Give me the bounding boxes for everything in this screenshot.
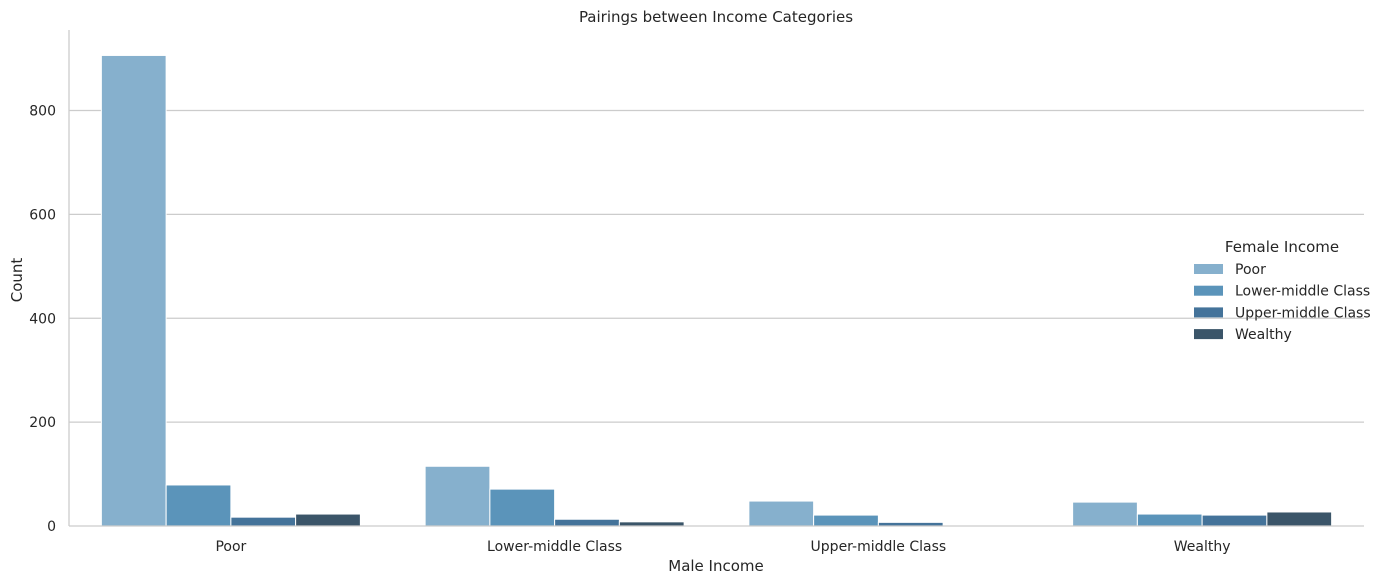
legend-label: Lower-middle Class (1235, 284, 1370, 300)
bar (748, 500, 815, 527)
x-ticks: Poor Lower-middle Class Upper-middle Class… (215, 539, 1230, 555)
bar (424, 465, 491, 527)
y-tick-label: 0 (47, 519, 56, 535)
bar (230, 516, 297, 527)
x-tick-label: Poor (215, 539, 246, 555)
y-tick-label: 200 (29, 415, 56, 431)
bar (489, 488, 556, 527)
bar (165, 484, 232, 527)
bar (813, 514, 879, 527)
bars (100, 54, 1333, 527)
y-ticks: 0 200 400 600 800 (29, 104, 56, 535)
bar (1136, 513, 1203, 527)
bar (1072, 501, 1138, 527)
bar (1266, 511, 1333, 527)
y-axis-label: Count (8, 258, 26, 303)
x-tick-label: Upper-middle Class (811, 539, 947, 555)
axes (68, 30, 1364, 527)
legend-swatch (1194, 285, 1223, 296)
legend-swatch (1194, 307, 1223, 318)
chart-title: Pairings between Income Categories (579, 8, 853, 26)
legend-label: Upper-middle Class (1235, 305, 1371, 321)
y-tick-label: 400 (29, 311, 56, 327)
grid (69, 109, 1364, 423)
legend-label: Poor (1235, 262, 1266, 278)
legend-swatch (1194, 329, 1223, 340)
bar (295, 513, 361, 527)
x-axis-label: Male Income (668, 557, 764, 575)
bar (1201, 514, 1268, 527)
x-tick-label: Lower-middle Class (487, 539, 622, 555)
legend-label: Wealthy (1235, 327, 1292, 343)
bar (100, 54, 167, 527)
legend: Female Income Poor Lower-middle Class Uppe… (1194, 238, 1371, 343)
y-tick-label: 600 (29, 207, 56, 223)
x-tick-label: Wealthy (1174, 539, 1231, 555)
legend-swatch (1194, 264, 1223, 274)
bar (554, 518, 620, 527)
y-tick-label: 800 (29, 104, 56, 120)
legend-title: Female Income (1225, 238, 1339, 256)
